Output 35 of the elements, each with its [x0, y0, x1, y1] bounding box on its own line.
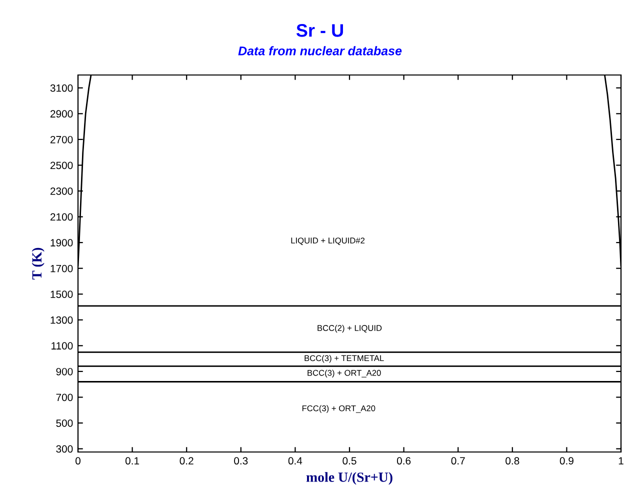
x-tick-label: 0.9 — [560, 457, 574, 465]
x-axis-title: mole U/(Sr+U) — [306, 472, 392, 485]
annotation: BCC(3) + TETMETAL — [304, 354, 384, 363]
y-tick-label: 3100 — [50, 84, 73, 92]
x-tick-label: 0.1 — [125, 457, 140, 465]
y-tick-label: 2100 — [50, 213, 73, 221]
y-tick-label: 1300 — [50, 316, 73, 324]
y-tick-label: 2700 — [50, 136, 73, 144]
annotation: LIQUID + LIQUID#2 — [291, 238, 365, 245]
x-tick-label: 1 — [618, 457, 624, 464]
x-tick-label: 0.2 — [180, 457, 194, 465]
x-tick-label: 0.7 — [451, 457, 465, 465]
chart-subtitle: Data from nuclear database — [238, 46, 402, 56]
y-tick-label: 700 — [56, 394, 73, 402]
x-tick-label: 0.4 — [288, 457, 302, 465]
y-tick-label: 1700 — [50, 264, 73, 272]
x-tick-label: 0.3 — [234, 457, 248, 465]
x-tick-label: 0.8 — [506, 457, 520, 465]
x-tick-label: 0 — [76, 457, 80, 465]
y-tick-label: 1900 — [50, 239, 73, 246]
y-tick-label: 1500 — [50, 290, 73, 298]
y-tick-label: 2500 — [50, 162, 73, 170]
annotation: BCC(2) + LIQUID — [318, 324, 382, 333]
y-tick-label: 1100 — [52, 342, 73, 350]
annotation: BCC(3) + ORT_A20 — [308, 370, 381, 378]
y-tick-label: 2900 — [50, 110, 73, 118]
x-tick-label: 0.6 — [396, 457, 411, 465]
annotation: FCC(3) + ORT_A20 — [302, 405, 376, 413]
chart-title: Sr - U — [296, 24, 343, 37]
y-tick-label: 300 — [56, 445, 73, 453]
y-axis-title: T (K) — [32, 248, 44, 280]
y-tick-label: 500 — [56, 420, 73, 427]
y-tick-label: 2300 — [50, 188, 73, 195]
x-tick-label: 0.5 — [342, 457, 356, 465]
y-tick-label: 900 — [56, 368, 73, 376]
